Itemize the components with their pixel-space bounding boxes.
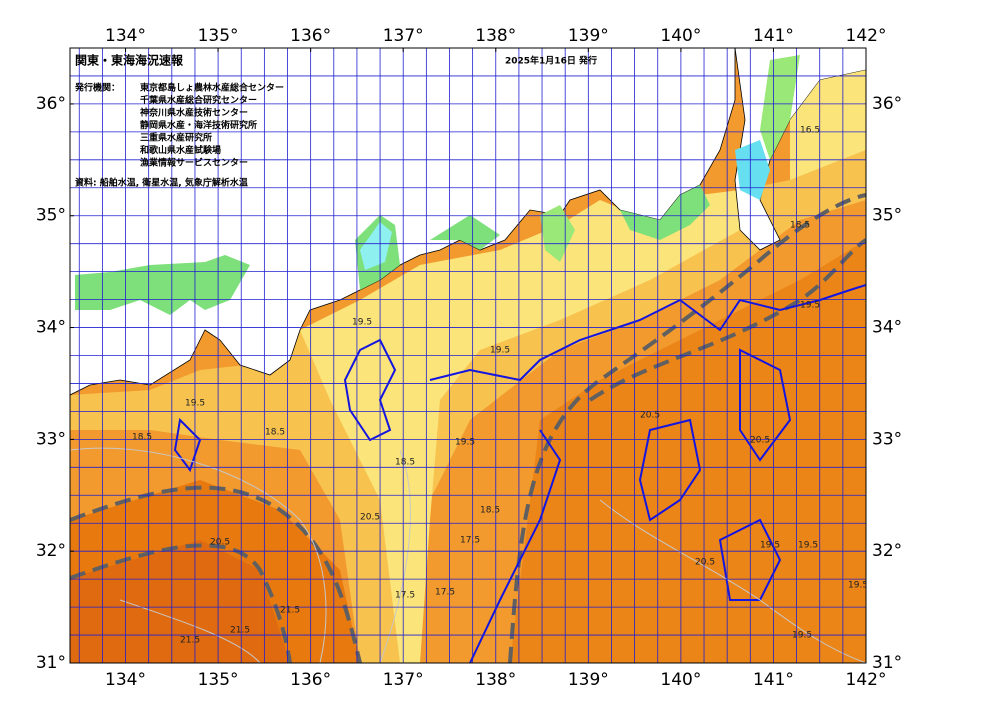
y-tick-label: 33° [36, 429, 66, 449]
contour-label: 19.5 [792, 631, 812, 641]
warm-core [70, 540, 290, 663]
y-tick-label: 34° [872, 318, 902, 338]
contour-label: 19.5 [848, 581, 868, 591]
graticule [70, 48, 866, 663]
issuer-label: 発行機関： [74, 82, 120, 94]
x-tick-label: 139° [568, 670, 609, 690]
contour-label: 17.5 [435, 588, 455, 598]
contour-label: 18.5 [395, 458, 415, 468]
axis-labels: 134° 134° 135° 135° 136° 136° 137° 137° 138° 138°… [36, 26, 902, 690]
contour-label: 20.5 [640, 411, 660, 421]
kuroshio-water [510, 240, 866, 663]
y-tick-label: 31° [36, 653, 66, 673]
x-tick-label: 139° [568, 26, 609, 46]
contour-label: 20.5 [210, 538, 230, 548]
x-tick-label: 136° [290, 670, 331, 690]
contour-label: 18.5 [132, 433, 152, 443]
issuer: 三重県水産研究所 [140, 132, 212, 144]
x-tick-label: 136° [290, 26, 331, 46]
contour-label: 19.5 [760, 541, 780, 551]
y-tick-label: 32° [872, 541, 902, 561]
map-body: 18.5 19.5 18.5 19.5 20.5 21.5 21.5 21.5 20.5 19.5… [70, 48, 868, 663]
contour-label: 18.5 [790, 221, 810, 231]
coastal-water [790, 70, 866, 180]
map-frame [69, 47, 867, 664]
y-tick-label: 36° [872, 94, 902, 114]
contour-label: 19.5 [490, 346, 510, 356]
contour-label: 19.5 [800, 301, 820, 311]
y-tick-label: 35° [872, 206, 902, 226]
x-tick-label: 140° [660, 670, 701, 690]
issuer: 和歌山県水産試験場 [139, 144, 221, 156]
issuer: 神奈川県水産技術センター [140, 107, 248, 119]
bay-water [735, 140, 770, 200]
issuer: 漁業情報サービスセンター [140, 157, 248, 169]
x-tick-label: 135° [198, 670, 239, 690]
y-tick-label: 32° [36, 541, 66, 561]
contour-label: 18.5 [265, 428, 285, 438]
contour-label: 19.5 [185, 399, 205, 409]
contour-label: 16.5 [800, 126, 820, 136]
contour-label: 21.5 [280, 606, 300, 616]
coast-zone [75, 255, 250, 315]
y-tick-label: 33° [872, 429, 902, 449]
issue-date: 2025年1月16日 発行 [505, 55, 597, 67]
contour-labels: 18.5 19.5 18.5 19.5 20.5 21.5 21.5 21.5 20.5 19.5… [132, 126, 868, 646]
x-tick-label: 134° [105, 26, 146, 46]
issuer-list: 東京都島しょ農林水産総合センター千葉県水産総合研究センター神奈川県水産技術センタ… [139, 82, 284, 169]
contour-label: 21.5 [230, 626, 250, 636]
bay-water [360, 222, 392, 270]
contour-label: 21.5 [180, 636, 200, 646]
y-tick-label: 35° [36, 206, 66, 226]
coast-zone [540, 205, 575, 262]
x-tick-label: 138° [475, 670, 516, 690]
map-title: 関東・東海海況速報 [75, 53, 184, 68]
x-tick-label: 142° [846, 670, 887, 690]
contour-label: 19.5 [455, 438, 475, 448]
coastal-water [300, 190, 740, 663]
contour-label: 17.5 [395, 591, 415, 601]
x-tick-label: 134° [105, 670, 146, 690]
x-tick-label: 141° [753, 670, 794, 690]
issuer: 東京都島しょ農林水産総合センター [140, 82, 284, 94]
cool-water [70, 150, 866, 663]
x-tick-label: 140° [660, 26, 701, 46]
issuer: 千葉県水産総合研究センター [140, 94, 257, 106]
coast-zone [620, 185, 710, 240]
contour-label: 17.5 [460, 536, 480, 546]
x-tick-label: 142° [846, 26, 887, 46]
x-tick-label: 135° [198, 26, 239, 46]
issuer: 静岡県水産・海洋技術研究所 [140, 119, 257, 131]
coast-zone [430, 215, 500, 250]
x-tick-label: 141° [753, 26, 794, 46]
data-sources: 資料: 船舶水温, 衛星水温, 気象庁解析水温 [75, 177, 248, 189]
y-tick-label: 31° [872, 653, 902, 673]
x-tick-label: 138° [475, 26, 516, 46]
y-tick-label: 34° [36, 318, 66, 338]
x-tick-label: 137° [383, 26, 424, 46]
y-tick-label: 36° [36, 94, 66, 114]
coast-zone [760, 55, 800, 160]
contour-label: 18.5 [480, 506, 500, 516]
x-tick-label: 137° [383, 670, 424, 690]
contour-label: 19.5 [798, 541, 818, 551]
contour-label: 20.5 [750, 436, 770, 446]
contour-label: 19.5 [352, 318, 372, 328]
contour-label: 20.5 [360, 513, 380, 523]
kuroshio-axis [70, 193, 866, 663]
contour-label: 20.5 [695, 558, 715, 568]
